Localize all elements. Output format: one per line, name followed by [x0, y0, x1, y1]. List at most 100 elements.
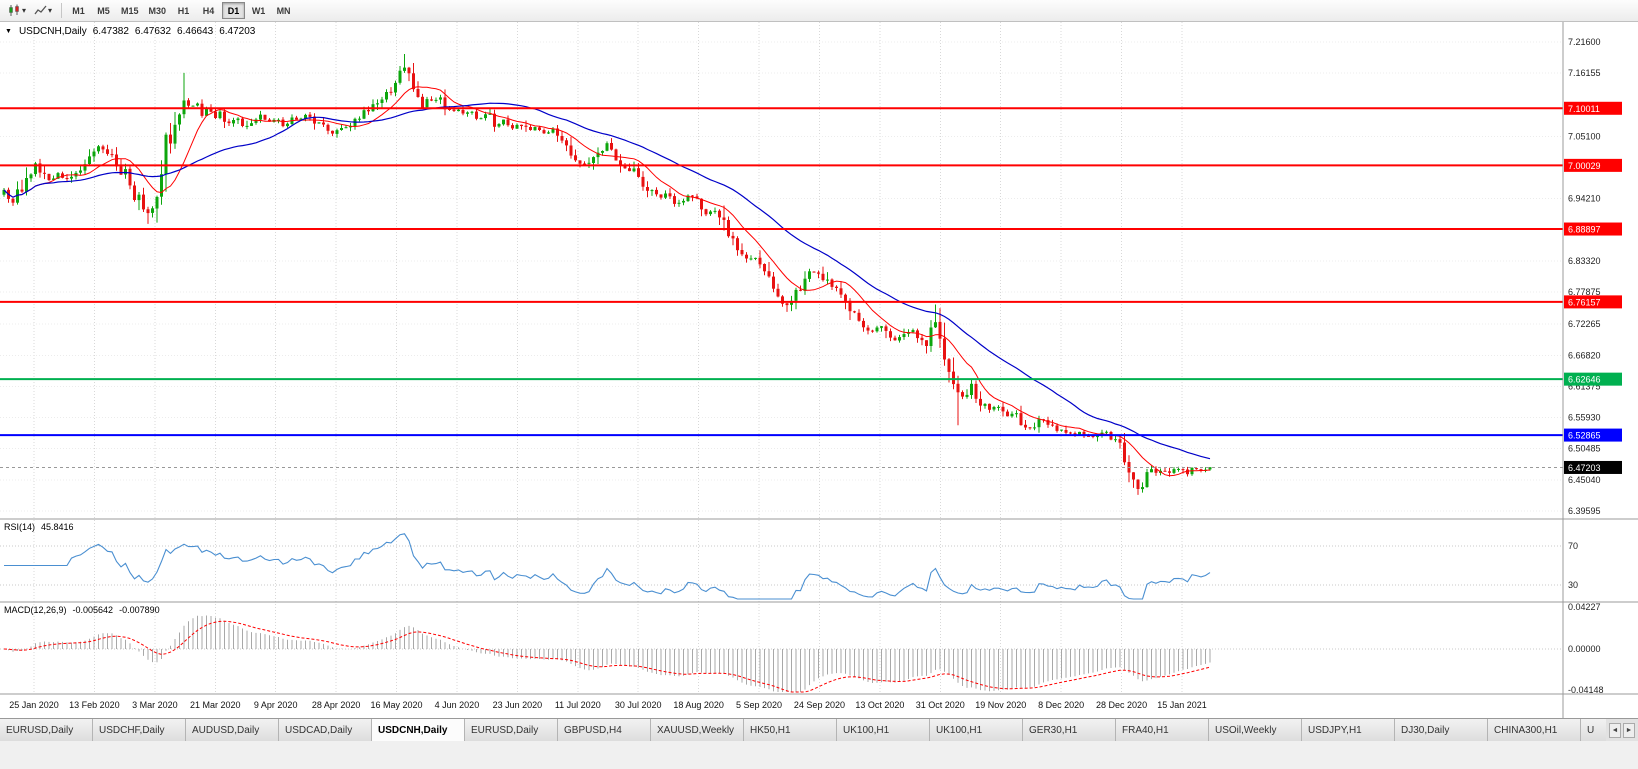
timeframe-button-h4[interactable]: H4	[197, 2, 220, 19]
level-price-tag	[1564, 295, 1622, 309]
y-axis-price-label: 6.61375	[1568, 381, 1601, 391]
timeframe-toolbar: M1 M5 M15 M30 H1 H4 D1 W1 MN	[67, 2, 295, 19]
chart-tab-ger30-h1[interactable]: GER30,H1	[1023, 719, 1116, 741]
axes-layer: 25 Jan 2020 13 Feb 2020 3 Mar 2020 21 Mar 2…	[0, 22, 1638, 718]
current-price-tag-text: 6.47203	[1568, 463, 1601, 473]
chart-tab-gbpusd-h4[interactable]: GBPUSD,H4	[558, 719, 651, 741]
chart-type-button[interactable]: ▾	[4, 2, 30, 20]
level-price-tag-text: 7.10011	[1568, 104, 1600, 114]
x-axis-date-label: 21 Mar 2020	[190, 700, 241, 710]
chart-tab-uk100-h1[interactable]: UK100,H1	[837, 719, 930, 741]
chart-tab-eurusd-daily[interactable]: EURUSD,Daily	[0, 719, 93, 741]
x-axis-date-label: 24 Sep 2020	[794, 700, 845, 710]
level-price-tag	[1564, 428, 1622, 442]
y-axis-price-label: 6.55930	[1568, 413, 1601, 423]
level-price-tag-text: 6.62646	[1568, 375, 1601, 385]
candles-layer	[2, 54, 1212, 495]
rsi-axis-label: 70	[1568, 541, 1578, 551]
chart-tab-uk100-h1[interactable]: UK100,H1	[930, 719, 1023, 741]
tab-scroll-controls: ◄ ►	[1606, 719, 1638, 741]
x-axis-date-label: 28 Dec 2020	[1096, 700, 1147, 710]
x-axis-date-label: 5 Sep 2020	[736, 700, 782, 710]
timeframe-button-m15[interactable]: M15	[117, 2, 143, 19]
rsi-indicator	[4, 533, 1211, 600]
chart-tab-usdcnh-daily[interactable]: USDCNH,Daily	[372, 719, 465, 741]
chart-tab-fra40-h1[interactable]: FRA40,H1	[1116, 719, 1209, 741]
y-axis-price-label: 7.16155	[1568, 68, 1601, 78]
x-axis-date-label: 18 Aug 2020	[673, 700, 724, 710]
current-price-tag	[1564, 460, 1622, 474]
y-axis-price-label: 6.45040	[1568, 475, 1601, 485]
x-axis-date-label: 30 Jul 2020	[615, 700, 662, 710]
level-price-tag-text: 6.52865	[1568, 431, 1601, 441]
x-axis-date-label: 25 Jan 2020	[9, 700, 59, 710]
level-price-tag	[1564, 372, 1622, 386]
x-axis-date-label: 23 Jun 2020	[493, 700, 543, 710]
line-chart-menu-button[interactable]: ▾	[30, 2, 56, 20]
x-axis-date-label: 15 Jan 2021	[1157, 700, 1207, 710]
chart-tab-usdchf-daily[interactable]: USDCHF,Daily	[93, 719, 186, 741]
level-price-tag-text: 6.76157	[1568, 297, 1601, 307]
x-axis-date-label: 11 Jul 2020	[555, 700, 601, 710]
moving-averages	[3, 86, 1211, 477]
y-axis-price-label: 6.50485	[1568, 444, 1601, 454]
grid-layer	[0, 22, 1563, 694]
rsi-axis-label: 30	[1568, 580, 1578, 590]
y-axis-price-label: 6.94210	[1568, 194, 1601, 204]
chart-toolbar: ▾ ▾ M1 M5 M15 M30 H1 H4 D1 W1 MN	[0, 0, 1638, 22]
y-axis-price-label: 7.05100	[1568, 131, 1601, 141]
chart-canvas[interactable]: 25 Jan 2020 13 Feb 2020 3 Mar 2020 21 Mar 2…	[0, 22, 1638, 718]
timeframe-button-m1[interactable]: M1	[67, 2, 90, 19]
toolbar-separator	[61, 3, 63, 18]
timeframe-button-m30[interactable]: M30	[145, 2, 171, 19]
chart-tab-eurusd-daily[interactable]: EURUSD,Daily	[465, 719, 558, 741]
x-axis-date-label: 28 Apr 2020	[312, 700, 361, 710]
chart-tab-dj30-daily[interactable]: DJ30,Daily	[1395, 719, 1488, 741]
macd-signal-line	[3, 620, 1211, 693]
level-price-tag-text: 6.88897	[1568, 225, 1601, 235]
x-axis-date-label: 9 Apr 2020	[254, 700, 298, 710]
timeframe-button-m5[interactable]: M5	[92, 2, 115, 19]
chart-tab-usoil-weekly[interactable]: USOil,Weekly	[1209, 719, 1302, 741]
rsi-line	[4, 533, 1211, 600]
x-axis-date-label: 19 Nov 2020	[975, 700, 1026, 710]
status-strip	[0, 741, 1638, 769]
level-price-tag	[1564, 222, 1622, 236]
x-axis-date-label: 16 May 2020	[370, 700, 422, 710]
chart-tab-u[interactable]: U	[1581, 719, 1606, 741]
chevron-down-icon: ▾	[48, 5, 53, 15]
level-price-tag	[1564, 101, 1622, 115]
timeframe-button-mn[interactable]: MN	[272, 2, 295, 19]
chevron-down-icon: ▾	[22, 5, 27, 15]
y-axis-price-label: 6.66820	[1568, 350, 1601, 360]
chart-tab-bar: EURUSD,Daily USDCHF,Daily AUDUSD,Daily USDC…	[0, 718, 1638, 741]
level-price-tag-text: 7.00029	[1568, 161, 1601, 171]
y-axis-price-label: 6.83320	[1568, 256, 1601, 266]
chart-tab-china300-h1[interactable]: CHINA300,H1	[1488, 719, 1581, 741]
x-axis-date-label: 13 Feb 2020	[69, 700, 120, 710]
macd-axis-label: 0.04227	[1568, 602, 1601, 612]
macd-axis-label: -0.04148	[1568, 685, 1604, 695]
timeframe-button-d1[interactable]: D1	[222, 2, 246, 19]
chart-tabs: EURUSD,Daily USDCHF,Daily AUDUSD,Daily USDC…	[0, 719, 1606, 741]
chart-tab-usdcad-daily[interactable]: USDCAD,Daily	[279, 719, 372, 741]
macd-axis-label: 0.00000	[1568, 644, 1601, 654]
x-axis-date-label: 3 Mar 2020	[132, 700, 178, 710]
macd-indicator	[3, 615, 1211, 693]
timeframe-button-w1[interactable]: W1	[247, 2, 270, 19]
tab-scroll-right-button[interactable]: ►	[1623, 722, 1635, 738]
tab-scroll-left-button[interactable]: ◄	[1609, 722, 1621, 738]
x-axis-date-label: 13 Oct 2020	[855, 700, 904, 710]
timeframe-button-h1[interactable]: H1	[172, 2, 195, 19]
y-axis-price-label: 7.21600	[1568, 37, 1601, 47]
ma-slow-line	[3, 102, 1211, 460]
y-axis-price-label: 6.39595	[1568, 506, 1601, 516]
chart-tab-xauusd-weekly[interactable]: XAUUSD,Weekly	[651, 719, 744, 741]
y-axis-price-label: 6.72265	[1568, 319, 1601, 329]
chart-tab-audusd-daily[interactable]: AUDUSD,Daily	[186, 719, 279, 741]
chart-tab-hk50-h1[interactable]: HK50,H1	[744, 719, 837, 741]
ma-fast-line	[3, 86, 1211, 477]
level-price-tag	[1564, 158, 1622, 172]
chart-tab-usdjpy-h1[interactable]: USDJPY,H1	[1302, 719, 1395, 741]
